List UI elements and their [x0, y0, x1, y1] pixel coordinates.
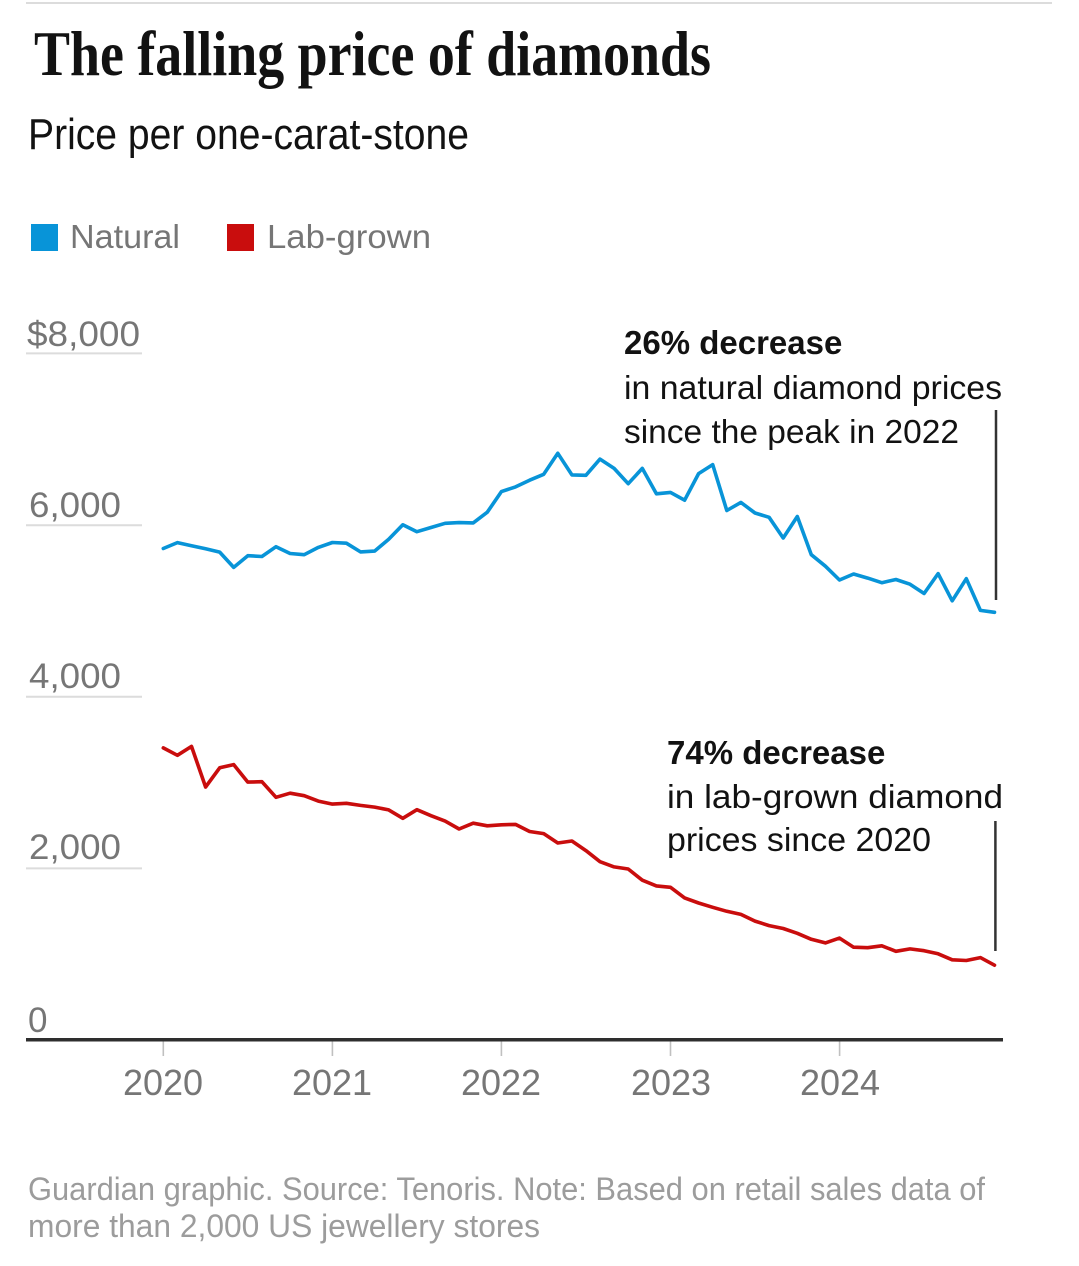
svg-text:0: 0: [28, 1001, 47, 1040]
svg-text:in lab-grown diamond: in lab-grown diamond: [667, 778, 1003, 815]
svg-text:2020: 2020: [123, 1062, 203, 1103]
svg-text:prices since 2020: prices since 2020: [667, 821, 931, 858]
svg-text:26% decrease: 26% decrease: [624, 324, 842, 361]
svg-text:2,000: 2,000: [29, 828, 121, 867]
svg-text:Price per one-carat-stone: Price per one-carat-stone: [28, 110, 469, 159]
svg-text:Guardian graphic. Source: Teno: Guardian graphic. Source: Tenoris. Note:…: [28, 1171, 985, 1207]
svg-text:74% decrease: 74% decrease: [667, 734, 885, 771]
svg-text:4,000: 4,000: [29, 657, 121, 696]
svg-text:Natural: Natural: [70, 218, 180, 255]
svg-text:2023: 2023: [631, 1062, 711, 1103]
svg-text:Lab-grown: Lab-grown: [267, 218, 431, 255]
svg-text:2024: 2024: [800, 1062, 880, 1103]
svg-text:6,000: 6,000: [29, 486, 121, 525]
svg-text:in natural diamond prices: in natural diamond prices: [624, 369, 1002, 406]
svg-text:since the peak in 2022: since the peak in 2022: [624, 413, 959, 450]
svg-text:2021: 2021: [292, 1062, 372, 1103]
svg-text:2022: 2022: [461, 1062, 541, 1103]
svg-text:$8,000: $8,000: [27, 315, 140, 354]
svg-text:The falling price of diamonds: The falling price of diamonds: [34, 18, 711, 89]
svg-text:more than 2,000 US jewellery s: more than 2,000 US jewellery stores: [28, 1208, 540, 1244]
